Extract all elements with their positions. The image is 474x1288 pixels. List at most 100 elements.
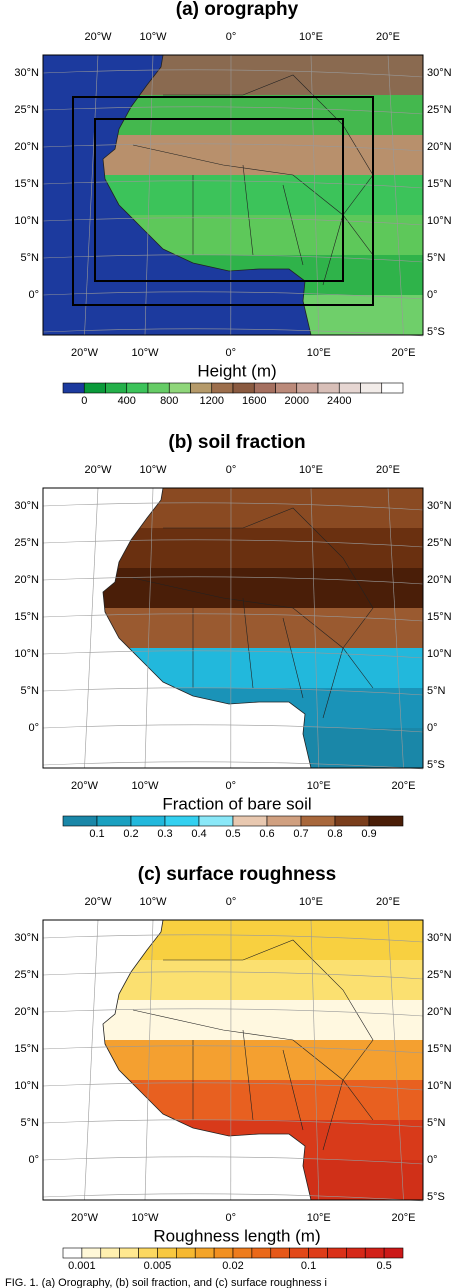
lon-label: 20°W: [84, 464, 112, 476]
lat-label: 30°N: [427, 67, 452, 79]
lat-label: 10°N: [14, 1080, 39, 1092]
colorbar-box: [334, 815, 370, 827]
graticule: [42, 613, 424, 622]
graticule: [84, 54, 99, 336]
lat-label: 5°N: [427, 1117, 446, 1129]
domain-box: [72, 96, 374, 306]
colorbar-box: [338, 382, 361, 394]
land-band: [103, 95, 423, 136]
graticule: [387, 487, 404, 769]
colorbar-box: [360, 382, 383, 394]
lat-label: 10°N: [427, 648, 452, 660]
colorbar-box: [157, 1247, 177, 1259]
graticule: [42, 1082, 424, 1091]
colorbar-box: [190, 382, 213, 394]
lat-label: 15°N: [14, 611, 39, 623]
map: [42, 54, 424, 337]
lat-label: 15°N: [427, 178, 452, 190]
lon-label: 10°E: [299, 464, 323, 476]
caption: FIG. 1. (a) Orography, (b) soil fraction…: [5, 1277, 327, 1288]
lon-label: 10°W: [139, 31, 167, 43]
colorbar-tick-label: 800: [160, 395, 178, 407]
colorbar-tick-label: 400: [118, 395, 136, 407]
lat-label: 25°N: [14, 537, 39, 549]
lat-label: 20°N: [427, 141, 452, 153]
graticule: [144, 487, 154, 769]
colorbar-box: [62, 382, 85, 394]
lat-label: 20°N: [427, 1006, 452, 1018]
lon-label: 20°E: [392, 780, 416, 792]
colorbar-box: [308, 1247, 328, 1259]
colorbar-box: [130, 815, 166, 827]
colorbar-box: [232, 382, 255, 394]
colorbar-box: [62, 815, 98, 827]
colorbar-box: [100, 1247, 120, 1259]
lat-label: 20°N: [14, 141, 39, 153]
lat-label: 10°N: [427, 1080, 452, 1092]
colorbar-tick-label: 0.9: [361, 828, 376, 840]
lat-label: 30°N: [14, 932, 39, 944]
colorbar-title: Height (m): [197, 361, 276, 380]
colorbar-box: [232, 1247, 253, 1259]
land-band: [103, 175, 423, 216]
colorbar-box: [147, 382, 170, 394]
lat-label: 10°N: [427, 215, 452, 227]
graticule: [42, 687, 424, 696]
panel: (b) soil fraction 20°W 20°W 10°W 10°W 0° 0° 10°…: [14, 432, 451, 840]
map-frame: [42, 487, 424, 769]
land-band: [103, 960, 423, 1001]
lon-label: 20°W: [71, 347, 99, 359]
lon-label: 20°E: [376, 464, 400, 476]
graticule: [144, 54, 154, 336]
graticule: [387, 54, 404, 336]
lat-label: 15°N: [14, 178, 39, 190]
lon-label: 10°W: [131, 347, 159, 359]
lon-label: 20°E: [392, 347, 416, 359]
graticule: [42, 1193, 424, 1202]
lat-label: 15°N: [427, 611, 452, 623]
lon-label: 20°E: [376, 31, 400, 43]
lat-label: 25°N: [427, 104, 452, 116]
colorbar-box: [368, 815, 404, 827]
colorbar-tick-label: 2400: [327, 395, 351, 407]
graticule: [310, 919, 320, 1201]
lon-label: 0°: [226, 31, 237, 43]
lon-label: 20°W: [84, 31, 112, 43]
graticule: [42, 69, 424, 78]
colorbar-box: [232, 815, 268, 827]
lon-label: 10°W: [131, 1212, 159, 1224]
graticule: [42, 971, 424, 980]
lon-label: 20°E: [392, 1212, 416, 1224]
lon-label: 20°W: [84, 896, 112, 908]
borders: [132, 507, 374, 719]
colorbar-box: [266, 815, 302, 827]
colorbar-tick-label: 0.2: [123, 828, 138, 840]
lat-label: 5°N: [21, 252, 40, 264]
graticule: [42, 1119, 424, 1128]
lat-label: 5°N: [21, 1117, 40, 1129]
lon-label: 0°: [226, 896, 237, 908]
lon-label: 10°E: [307, 780, 331, 792]
lon-label: 10°E: [299, 896, 323, 908]
land-band: [103, 1040, 423, 1081]
colorbar-box: [275, 382, 298, 394]
lat-label: 5°S: [427, 326, 445, 338]
colorbar-tick-label: 0.4: [191, 828, 206, 840]
lat-label: 15°N: [14, 1043, 39, 1055]
lat-label: 20°N: [427, 574, 452, 586]
colorbar-box: [289, 1247, 309, 1259]
lat-label: 25°N: [427, 537, 452, 549]
lon-label: 0°: [226, 464, 237, 476]
graticule: [42, 934, 424, 943]
colorbar-box: [251, 1247, 272, 1259]
panel-title: (a) orography: [176, 0, 299, 20]
borders: [132, 939, 374, 1151]
lat-label: 30°N: [427, 932, 452, 944]
lat-label: 0°: [427, 289, 438, 301]
lat-label: 5°N: [427, 252, 446, 264]
colorbar-tick-label: 2000: [285, 395, 309, 407]
colorbar-box: [211, 382, 234, 394]
graticule: [387, 919, 404, 1201]
colorbar-box: [83, 382, 106, 394]
graticule: [42, 502, 424, 511]
